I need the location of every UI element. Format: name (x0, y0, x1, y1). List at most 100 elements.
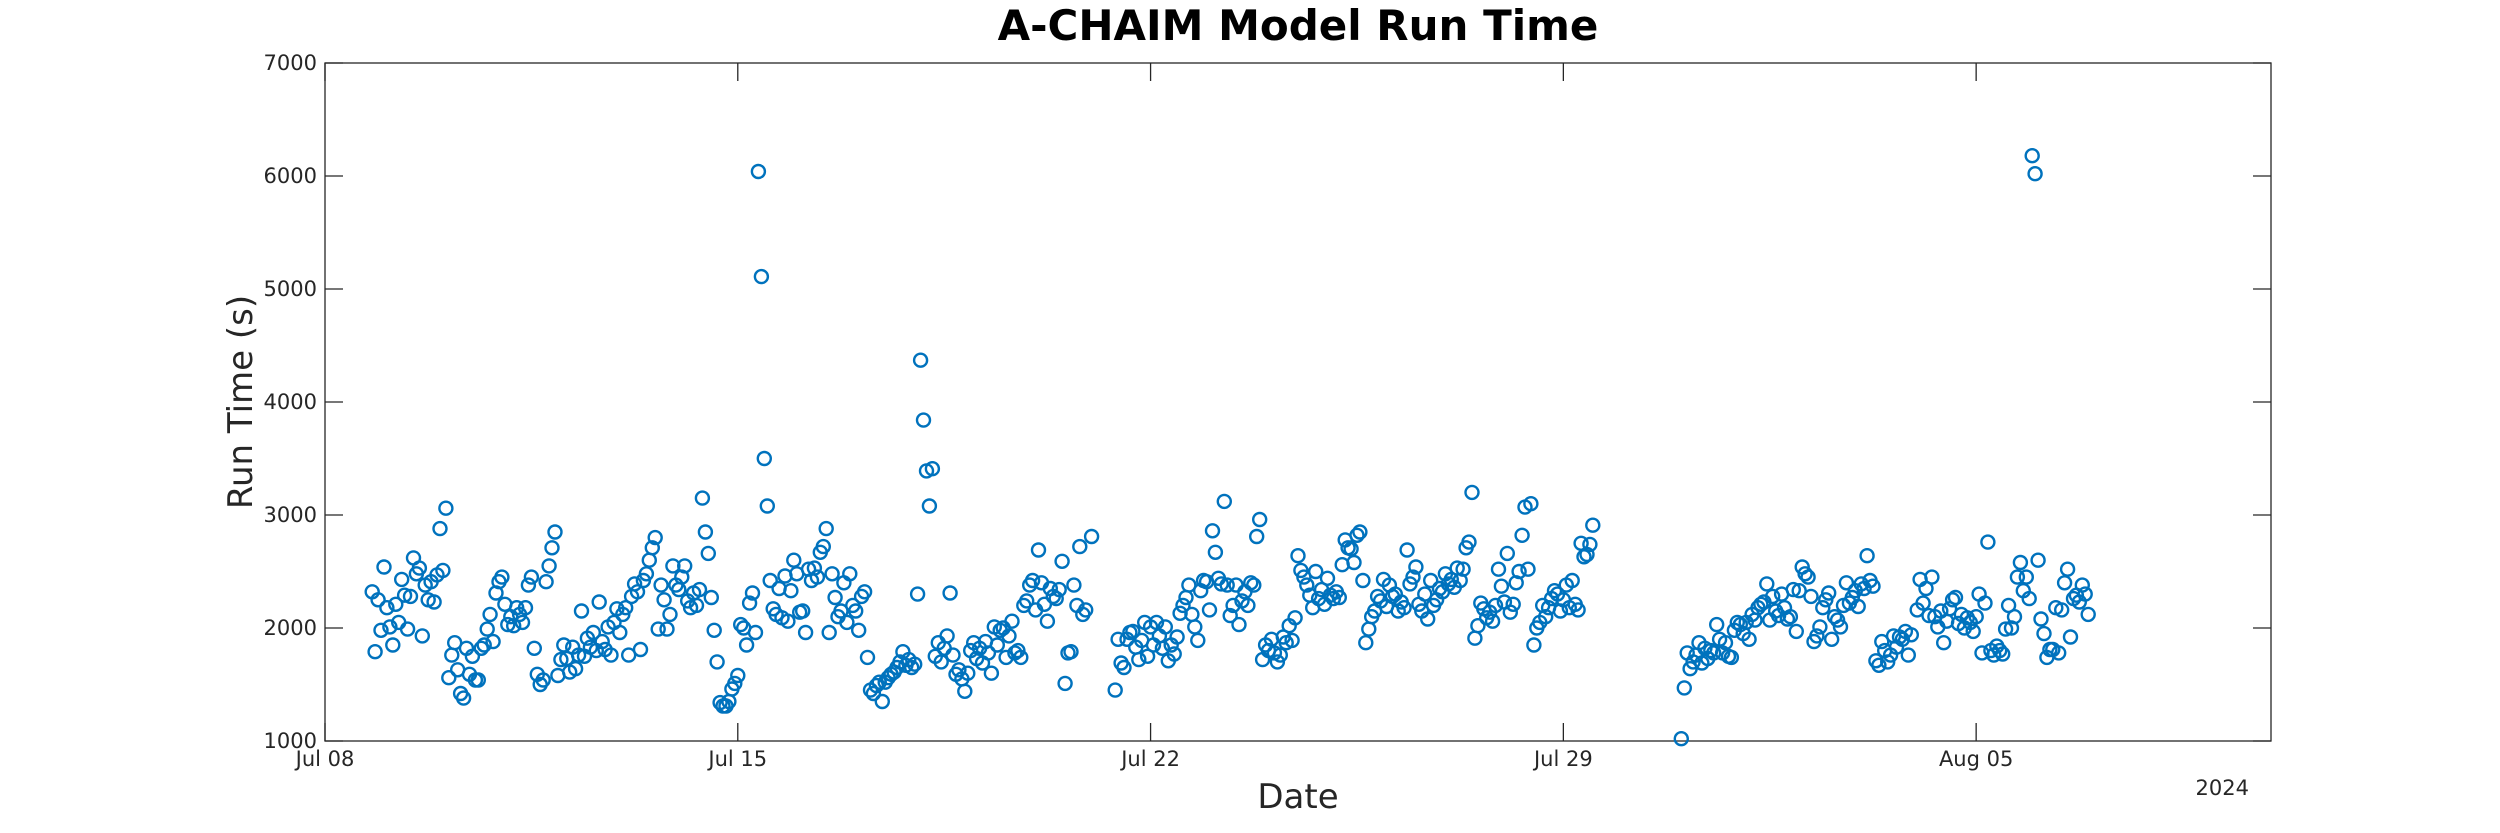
data-point (1850, 598, 1866, 615)
data-point (1066, 577, 1082, 593)
data-point (1154, 640, 1171, 656)
data-point (677, 558, 693, 574)
data-point (1346, 554, 1362, 571)
data-point (1039, 613, 1056, 629)
data-point (382, 619, 398, 635)
data-point (665, 558, 681, 574)
data-point (727, 675, 743, 692)
data-point (2077, 586, 2093, 602)
data-point (2050, 645, 2067, 661)
data-point (856, 584, 873, 600)
data-point (1800, 569, 1816, 585)
data-point (1965, 623, 1981, 640)
data-point (1181, 577, 1197, 593)
data-point (1820, 585, 1837, 601)
data-point (907, 656, 923, 672)
data-point (780, 613, 796, 629)
data-point (1018, 593, 1035, 609)
data-point (396, 587, 413, 603)
y-tick-label: 5000 (264, 277, 317, 301)
data-point (1072, 538, 1088, 555)
data-point (411, 560, 428, 576)
data-point (1915, 595, 1931, 611)
data-point (912, 352, 929, 368)
data-point (2006, 609, 2023, 625)
data-point (526, 640, 542, 656)
data-point (482, 606, 498, 623)
data-point (370, 592, 386, 608)
x-tick-label: Jul 29 (1532, 747, 1593, 771)
data-point (1307, 563, 1324, 580)
data-point (783, 583, 799, 599)
data-point (2018, 569, 2035, 585)
data-point (1708, 616, 1725, 633)
data-point (1499, 545, 1516, 562)
data-point (444, 647, 460, 663)
data-point (538, 574, 554, 590)
data-point (1024, 572, 1041, 589)
data-point (1490, 561, 1507, 577)
data-point (1520, 561, 1536, 577)
data-point (1764, 588, 1781, 605)
data-point (1997, 621, 2014, 637)
data-point (662, 606, 678, 623)
data-point (1779, 611, 1796, 627)
data-point (2056, 575, 2073, 591)
data-point (1526, 637, 1542, 653)
data-point (1487, 597, 1504, 614)
x-tick-label: Jul 15 (706, 747, 767, 771)
data-point (709, 654, 725, 670)
data-point (2009, 569, 2026, 585)
data-point (1243, 575, 1259, 591)
data-point (1166, 646, 1182, 662)
data-point (1705, 645, 1722, 661)
data-point (1980, 534, 1996, 550)
data-point (957, 683, 973, 699)
data-point (809, 569, 826, 585)
data-point (520, 577, 537, 593)
data-point (1004, 613, 1020, 629)
data-point (1514, 527, 1530, 543)
data-point (738, 637, 755, 653)
data-point (1576, 549, 1592, 565)
data-point (2021, 590, 2037, 607)
data-point (1968, 609, 1984, 625)
data-point (2062, 629, 2079, 645)
data-point (842, 566, 858, 582)
data-point (603, 647, 619, 663)
data-point (647, 529, 663, 546)
data-point (1741, 631, 1757, 647)
data-point (1994, 646, 2011, 662)
data-point (1673, 731, 1690, 747)
x-tick-label: Aug 05 (1939, 747, 2013, 771)
x-axis-label: Date (1257, 777, 1338, 817)
data-point (1470, 618, 1486, 634)
data-point (626, 576, 643, 592)
data-point (399, 621, 416, 637)
data-point (815, 538, 831, 555)
data-point (694, 490, 711, 506)
data-point (2027, 165, 2043, 182)
data-point (1036, 596, 1053, 612)
data-point (1924, 569, 1940, 585)
y-tick-label: 7000 (264, 51, 317, 75)
data-point (759, 498, 775, 514)
data-point (2012, 554, 2029, 571)
data-point (455, 690, 472, 706)
data-point (573, 603, 590, 619)
data-point (1422, 572, 1439, 589)
data-point (1240, 597, 1256, 614)
data-point (795, 603, 811, 619)
data-point (494, 569, 510, 585)
data-point (1502, 604, 1519, 620)
data-point (641, 552, 657, 568)
data-point (697, 524, 714, 540)
data-points (364, 147, 2096, 747)
data-point (644, 540, 660, 556)
data-point (821, 624, 837, 641)
data-point (1054, 553, 1070, 569)
data-point (1030, 542, 1047, 558)
data-point (1788, 623, 1805, 640)
data-point (1349, 527, 1365, 543)
data-point (473, 640, 489, 656)
